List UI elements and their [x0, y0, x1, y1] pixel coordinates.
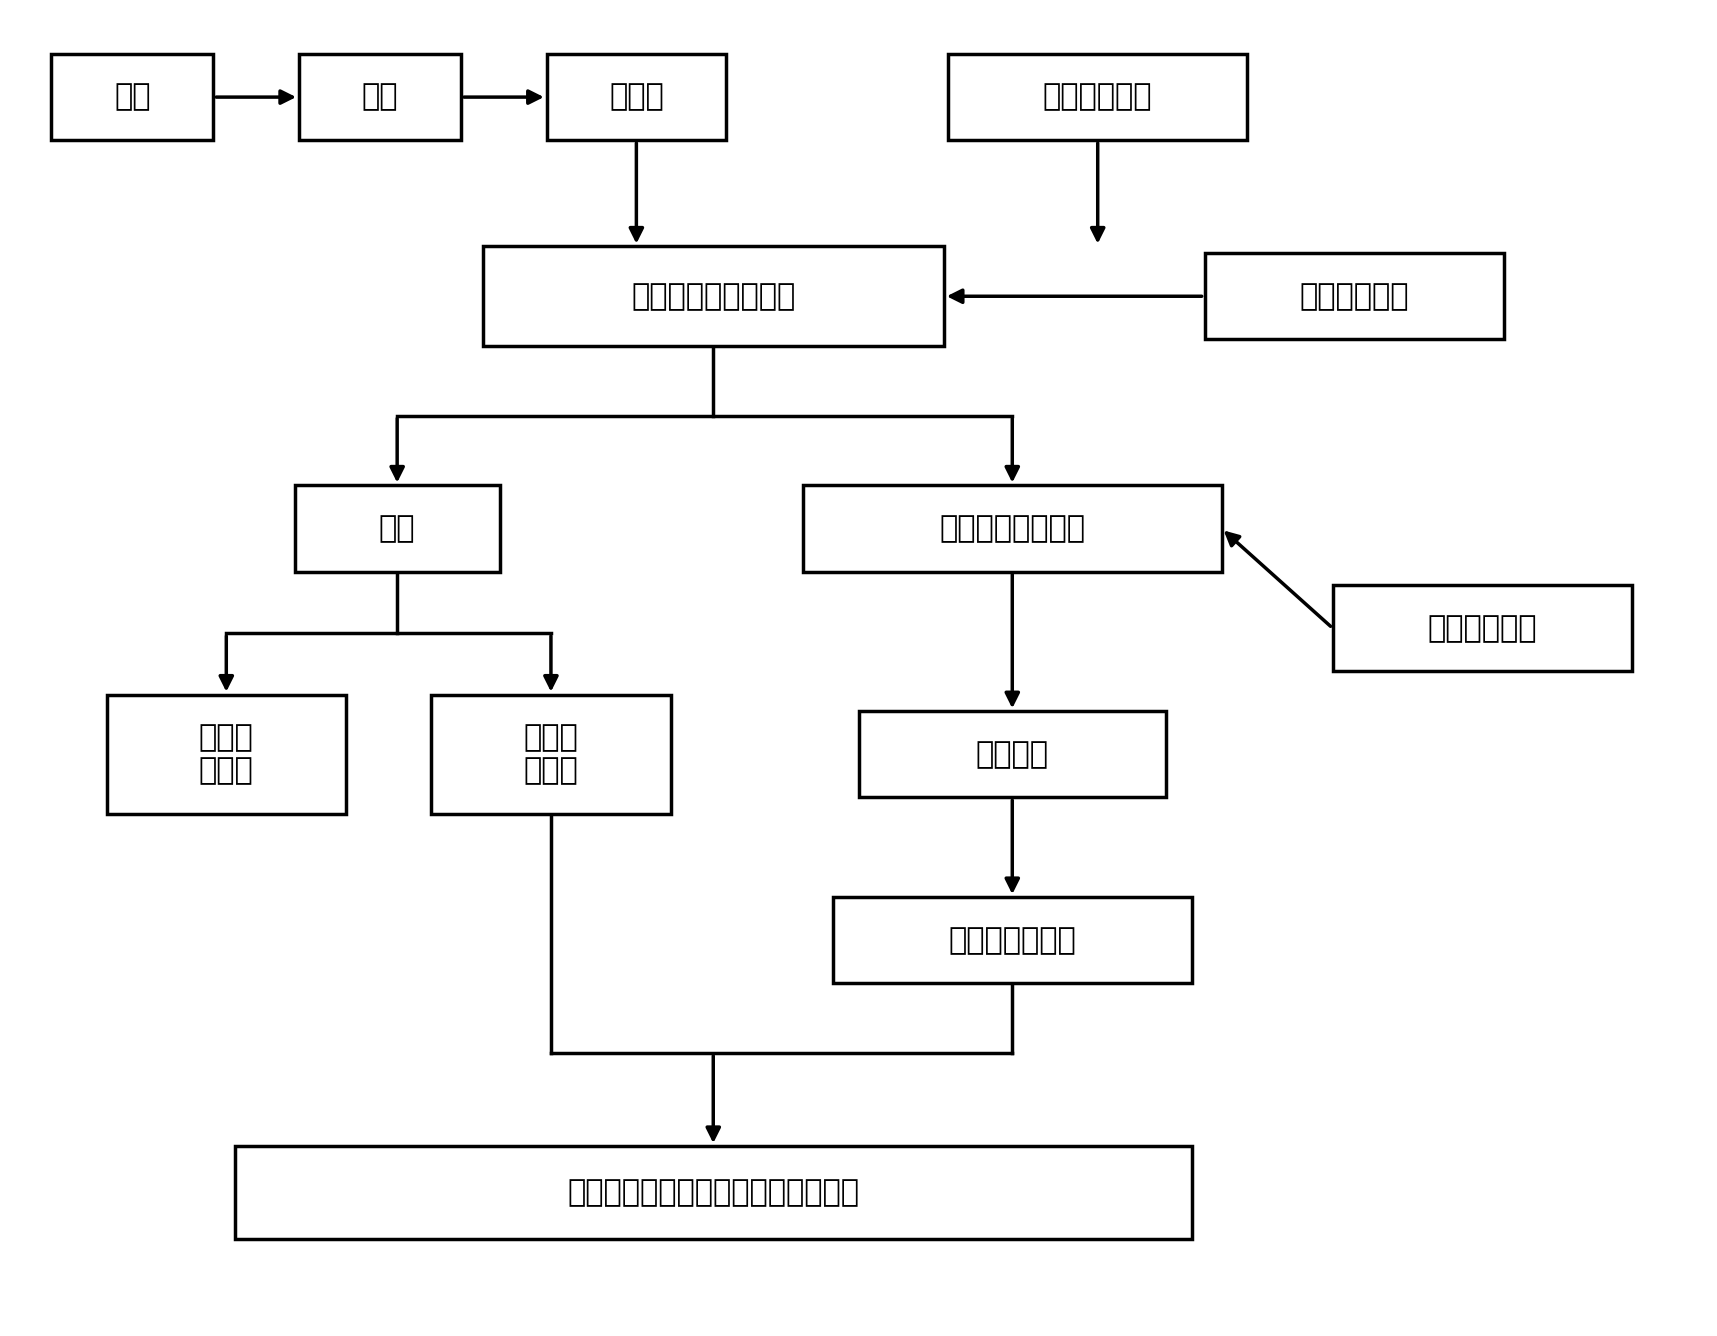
Text: 蝇蛆: 蝇蛆	[379, 514, 416, 544]
Text: 生物发酵菌剂: 生物发酵菌剂	[1300, 282, 1408, 311]
Bar	[106, 695, 345, 814]
Bar	[833, 896, 1192, 983]
Text: 腐熟优质有机肥: 腐熟优质有机肥	[948, 926, 1077, 955]
Bar	[546, 53, 726, 140]
Text: 蛆幼虫: 蛆幼虫	[610, 83, 664, 112]
Bar	[1205, 253, 1504, 339]
Bar	[295, 485, 500, 572]
Bar	[482, 246, 944, 346]
Text: 蝇种: 蝇种	[113, 83, 151, 112]
Text: 生物发酵菌剂: 生物发酵菌剂	[1427, 613, 1537, 643]
Text: 蝇卵: 蝇卵	[362, 83, 398, 112]
Text: 蝇蛆养殖及生物脱水: 蝇蛆养殖及生物脱水	[632, 282, 795, 311]
Text: 蝇蛆养殖后的残渣: 蝇蛆养殖后的残渣	[939, 514, 1085, 544]
Bar	[858, 711, 1166, 798]
Bar	[948, 53, 1247, 140]
Bar	[1332, 585, 1631, 671]
Bar	[235, 1146, 1192, 1238]
Text: 优质饲
料蛋白: 优质饲 料蛋白	[524, 723, 579, 786]
Text: 进一步
深加工: 进一步 深加工	[199, 723, 254, 786]
Text: 畜禽粪便收集: 畜禽粪便收集	[1042, 83, 1152, 112]
Bar	[299, 53, 462, 140]
Text: 建立一套利用蝇蛆处理畜禽粪便工艺: 建立一套利用蝇蛆处理畜禽粪便工艺	[567, 1178, 858, 1206]
Text: 高温堆肥: 高温堆肥	[975, 740, 1049, 768]
Bar	[431, 695, 671, 814]
Bar	[52, 53, 213, 140]
Bar	[804, 485, 1221, 572]
